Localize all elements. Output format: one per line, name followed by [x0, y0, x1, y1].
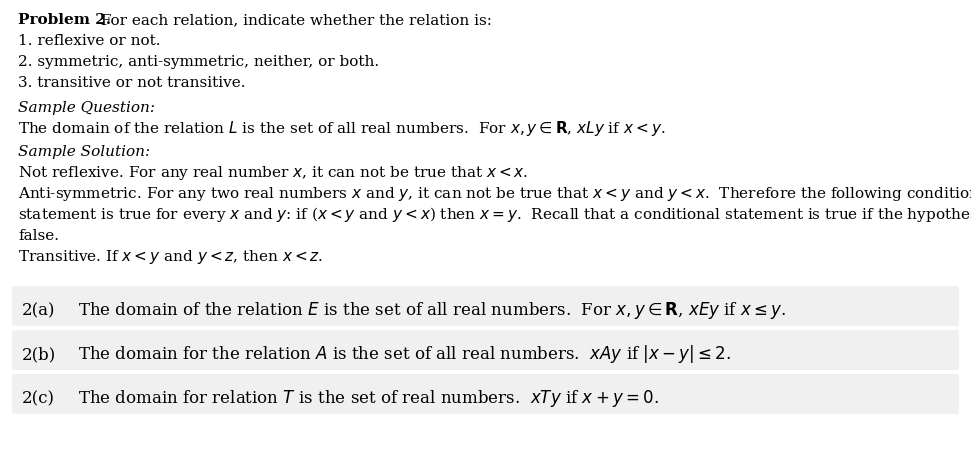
Text: statement is true for every $x$ and $y$: if ($x < y$ and $y < x$) then $x = y$. : statement is true for every $x$ and $y$:…	[18, 205, 971, 224]
Text: Transitive. If $x < y$ and $y < z$, then $x < z$.: Transitive. If $x < y$ and $y < z$, then…	[18, 248, 323, 266]
Text: The domain for relation $T$ is the set of real numbers.  $xTy$ if $x + y = 0$.: The domain for relation $T$ is the set o…	[78, 388, 658, 409]
Text: The domain of the relation $E$ is the set of all real numbers.  For $x, y \in \m: The domain of the relation $E$ is the se…	[78, 300, 787, 321]
Text: false.: false.	[18, 229, 59, 243]
Text: The domain of the relation $L$ is the set of all real numbers.  For $x, y \in \m: The domain of the relation $L$ is the se…	[18, 119, 665, 138]
Text: For each relation, indicate whether the relation is:: For each relation, indicate whether the …	[96, 13, 492, 27]
Text: Problem 2.: Problem 2.	[18, 13, 111, 27]
FancyBboxPatch shape	[12, 330, 959, 370]
Text: 2(b): 2(b)	[22, 346, 56, 363]
Text: The domain for the relation $A$ is the set of all real numbers.  $xAy$ if $|x - : The domain for the relation $A$ is the s…	[78, 343, 731, 365]
Text: Anti-symmetric. For any two real numbers $x$ and $y$, it can not be true that $x: Anti-symmetric. For any two real numbers…	[18, 185, 971, 203]
FancyBboxPatch shape	[12, 286, 959, 326]
Text: 2(c): 2(c)	[22, 390, 55, 407]
FancyBboxPatch shape	[12, 374, 959, 414]
Text: Sample Question:: Sample Question:	[18, 101, 155, 115]
Text: 3. transitive or not transitive.: 3. transitive or not transitive.	[18, 76, 246, 90]
Text: 1. reflexive or not.: 1. reflexive or not.	[18, 34, 160, 48]
Text: Sample Solution:: Sample Solution:	[18, 145, 151, 159]
Text: 2(a): 2(a)	[22, 302, 55, 319]
Text: 2. symmetric, anti-symmetric, neither, or both.: 2. symmetric, anti-symmetric, neither, o…	[18, 55, 379, 69]
Text: Not reflexive. For any real number $x$, it can not be true that $x < x$.: Not reflexive. For any real number $x$, …	[18, 164, 528, 182]
